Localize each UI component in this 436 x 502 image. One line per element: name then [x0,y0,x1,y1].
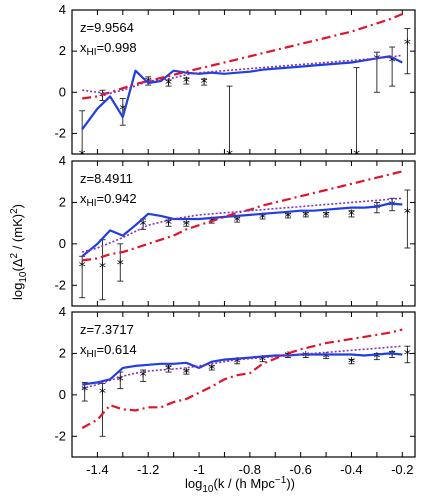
series-line-dashed [81,328,403,429]
panel-redshift-label: z=8.4911 [80,171,133,186]
data-point: * [302,209,309,225]
data-point: * [226,148,233,164]
data-point: * [183,366,190,382]
y-tick-label: -2 [54,277,66,292]
panel-frame [71,311,416,458]
panel-xhi-label: xHI=0.942 [80,191,137,209]
y-tick-label: 2 [59,43,66,58]
data-point: * [79,260,86,276]
y-tick-label: 2 [59,345,66,360]
data-point: * [79,148,86,164]
data-point: * [259,211,266,227]
series-line-solid [81,55,403,130]
panel-frame [71,9,416,155]
panel-plot-area: **** * * ** ** ** [79,13,411,164]
panel-plot-area: * * * * * * * * * * * * * * * * [79,170,411,301]
series-line-dashed [82,170,403,262]
data-point: * [99,89,106,105]
data-point: * [234,214,241,230]
data-point: * [208,362,215,378]
x-tick-label: -1.4 [86,462,108,477]
data-point: * [353,148,360,164]
panel-redshift-label: z=9.9564 [80,20,134,35]
data-point: * [373,202,380,218]
panel-frame [71,160,416,307]
data-point: * [373,52,380,68]
data-point: * [259,354,266,370]
y-tick-label: 2 [59,194,66,209]
data-point: * [183,218,190,234]
x-tick-label: -1 [193,462,205,477]
y-tick-label: 4 [59,2,66,17]
data-point: * [284,210,291,226]
y-tick-label: 4 [59,153,66,168]
series-line-dashed [82,13,403,100]
y-tick-label: 0 [59,387,66,402]
y-axis-label: log10(Δ2 / (mK)2) [9,204,29,300]
x-tick-label: -0.4 [340,462,362,477]
x-axis-label: log10(k / (h Mpc−1)) [185,475,295,495]
data-point: * [119,103,126,119]
data-point: * [165,363,172,379]
data-point: * [389,54,396,70]
data-point: * [99,261,106,277]
data-point: * [208,215,215,231]
data-point: * [323,351,330,367]
x-tick-label: -1.2 [137,462,159,477]
y-tick-label: 0 [59,236,66,251]
data-point: * [117,258,124,274]
data-point: * [99,386,106,402]
data-point: * [348,208,355,224]
panel-redshift-label: z=7.3717 [80,322,134,337]
data-point: * [348,356,355,372]
panel-2: -2 0 2 4 * * * * * * * * * * * * * * * * z=8.4911 xHI=0.942 [54,153,416,307]
y-tick-label: -2 [54,428,66,443]
x-tick-label: -0.8 [239,462,261,477]
series-line-dotted [82,54,403,95]
data-point: * [373,351,380,367]
data-point: * [165,217,172,233]
y-tick-label: 4 [59,304,66,319]
series-line-dotted [81,345,403,390]
data-point: * [404,347,411,363]
data-point: * [201,76,208,92]
y-tick-label: -2 [54,125,66,140]
data-point: * [183,75,190,91]
series-line-solid [81,202,403,258]
data-point: * [81,384,88,400]
data-point: * [165,77,172,93]
data-point: * [323,209,330,225]
data-point: * [389,199,396,215]
x-tick-label: -0.2 [391,462,413,477]
x-tick-label: -0.6 [289,462,311,477]
y-tick-label: 0 [59,84,66,99]
data-point: * [389,348,396,364]
data-point: * [404,206,411,222]
series-line-solid [82,352,403,386]
data-point: * [140,218,147,234]
data-point: * [302,350,309,366]
panel-plot-area: * * * * * * * * * * * * * * * * [81,328,411,437]
data-point: * [284,350,291,366]
data-point: * [117,373,124,389]
data-point: * [234,356,241,372]
data-point: * [140,369,147,385]
data-point: * [404,37,411,53]
